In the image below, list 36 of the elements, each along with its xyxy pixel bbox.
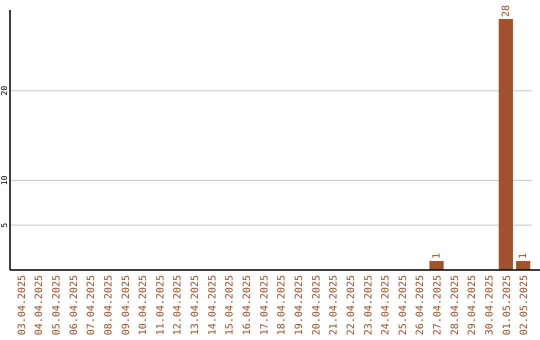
x-tick-label: 07.04.2025 (86, 275, 98, 336)
data-label: 28 (500, 4, 512, 17)
y-tick-label: 10 (0, 175, 9, 186)
x-tick-label: 30.04.2025 (484, 275, 496, 336)
x-tick-label: 26.04.2025 (415, 275, 426, 336)
x-tick-label: 01.05.2025 (502, 275, 513, 336)
x-tick-label: 12.04.2025 (172, 275, 184, 336)
x-tick-label: 23.04.2025 (363, 275, 374, 336)
x-tick-label: 19.04.2025 (294, 275, 305, 336)
x-tick-label: 16.04.2025 (242, 275, 254, 336)
data-label: 1 (432, 253, 443, 260)
x-tick-label: 06.04.2025 (68, 275, 80, 336)
x-tick-label: 27.04.2025 (432, 275, 444, 336)
x-tick-label: 04.04.2025 (34, 275, 46, 336)
x-tick-label: 09.04.2025 (120, 275, 132, 336)
x-tick-label: 17.04.2025 (259, 275, 270, 336)
x-tick-label: 15.04.2025 (224, 275, 236, 336)
x-tick-label: 20.04.2025 (311, 275, 322, 336)
x-tick-label: 03.04.2025 (16, 275, 28, 336)
x-tick-label: 25.04.2025 (398, 275, 409, 336)
x-tick-label: 13.04.2025 (190, 275, 202, 336)
x-tick-label: 05.04.2025 (51, 275, 62, 336)
x-tick-label: 22.04.2025 (346, 275, 357, 336)
x-tick-label: 29.04.2025 (467, 275, 478, 336)
x-tick-label: 28.04.2025 (450, 275, 461, 336)
x-tick-label: 18.04.2025 (276, 275, 288, 336)
data-label: 1 (518, 253, 530, 260)
x-tick-label: 08.04.2025 (103, 275, 114, 336)
y-tick-label: 20 (0, 86, 9, 96)
x-tick-label: 11.04.2025 (155, 275, 166, 336)
x-tick-label: 21.04.2025 (328, 275, 340, 336)
x-tick-label: 02.05.2025 (519, 275, 530, 336)
x-tick-label: 14.04.2025 (207, 275, 218, 336)
x-tick-label: 10.04.2025 (138, 275, 150, 336)
y-tick-label: 5 (0, 222, 9, 228)
x-tick-label: 24.04.2025 (380, 275, 392, 336)
